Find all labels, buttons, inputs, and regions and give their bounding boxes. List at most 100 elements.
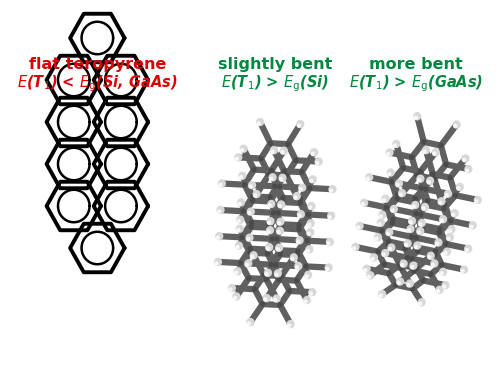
Circle shape bbox=[306, 213, 310, 217]
Circle shape bbox=[280, 226, 283, 230]
Circle shape bbox=[266, 247, 270, 250]
Circle shape bbox=[390, 221, 394, 225]
Circle shape bbox=[291, 257, 294, 261]
Circle shape bbox=[442, 207, 446, 210]
Circle shape bbox=[276, 244, 282, 251]
Circle shape bbox=[444, 252, 447, 255]
Circle shape bbox=[419, 186, 423, 190]
Text: $\mathit{E}$(T$_1$) > $\mathit{E}_\mathrm{g}$(GaAs): $\mathit{E}$(T$_1$) > $\mathit{E}_\mathr… bbox=[349, 74, 484, 94]
Circle shape bbox=[325, 264, 332, 271]
Circle shape bbox=[396, 193, 400, 197]
Circle shape bbox=[440, 263, 444, 267]
Circle shape bbox=[246, 234, 253, 241]
Circle shape bbox=[297, 223, 301, 227]
Circle shape bbox=[257, 122, 260, 125]
Circle shape bbox=[352, 247, 356, 250]
Circle shape bbox=[307, 229, 314, 236]
Circle shape bbox=[393, 141, 400, 148]
Circle shape bbox=[278, 252, 282, 256]
Circle shape bbox=[419, 213, 422, 217]
Circle shape bbox=[215, 262, 218, 265]
Circle shape bbox=[433, 252, 437, 256]
Circle shape bbox=[395, 197, 399, 201]
Circle shape bbox=[407, 225, 414, 232]
Circle shape bbox=[366, 177, 370, 180]
Circle shape bbox=[284, 173, 288, 177]
Circle shape bbox=[237, 216, 244, 223]
Circle shape bbox=[246, 238, 250, 241]
Circle shape bbox=[311, 152, 314, 155]
Circle shape bbox=[248, 211, 251, 215]
Circle shape bbox=[386, 152, 390, 156]
Circle shape bbox=[382, 253, 386, 256]
Circle shape bbox=[438, 198, 445, 205]
Circle shape bbox=[294, 193, 300, 200]
Circle shape bbox=[396, 180, 402, 187]
Circle shape bbox=[217, 207, 224, 214]
Circle shape bbox=[390, 206, 398, 213]
Circle shape bbox=[298, 201, 302, 205]
Circle shape bbox=[390, 180, 394, 184]
Circle shape bbox=[252, 287, 256, 291]
Circle shape bbox=[426, 177, 434, 184]
Circle shape bbox=[431, 260, 438, 267]
Circle shape bbox=[361, 203, 364, 206]
Circle shape bbox=[277, 278, 281, 282]
Circle shape bbox=[386, 232, 390, 235]
Circle shape bbox=[281, 196, 285, 200]
Circle shape bbox=[278, 201, 284, 208]
Circle shape bbox=[410, 155, 414, 159]
Circle shape bbox=[249, 185, 252, 188]
Circle shape bbox=[470, 222, 476, 229]
Circle shape bbox=[310, 149, 318, 156]
Circle shape bbox=[228, 284, 235, 292]
Circle shape bbox=[388, 169, 394, 176]
Circle shape bbox=[300, 170, 304, 174]
Circle shape bbox=[276, 248, 279, 251]
Circle shape bbox=[278, 303, 282, 307]
Circle shape bbox=[452, 213, 454, 216]
Circle shape bbox=[382, 199, 386, 202]
Circle shape bbox=[371, 257, 374, 261]
Circle shape bbox=[240, 149, 244, 152]
Circle shape bbox=[270, 237, 274, 241]
Circle shape bbox=[434, 249, 438, 254]
Circle shape bbox=[299, 184, 306, 191]
Circle shape bbox=[432, 263, 434, 266]
Circle shape bbox=[374, 234, 382, 241]
Circle shape bbox=[386, 243, 390, 247]
Circle shape bbox=[408, 224, 412, 228]
Circle shape bbox=[361, 199, 368, 206]
Circle shape bbox=[433, 152, 436, 155]
Circle shape bbox=[400, 266, 404, 270]
Circle shape bbox=[410, 266, 414, 269]
Circle shape bbox=[417, 175, 424, 182]
Circle shape bbox=[304, 300, 307, 303]
Circle shape bbox=[356, 223, 363, 230]
Circle shape bbox=[475, 200, 478, 203]
Circle shape bbox=[240, 235, 244, 239]
Circle shape bbox=[286, 142, 290, 146]
Circle shape bbox=[310, 292, 312, 295]
Circle shape bbox=[290, 254, 297, 261]
Circle shape bbox=[298, 197, 302, 201]
Circle shape bbox=[275, 237, 279, 241]
Circle shape bbox=[410, 262, 417, 269]
Circle shape bbox=[410, 257, 414, 261]
Circle shape bbox=[444, 242, 448, 246]
Circle shape bbox=[274, 295, 280, 302]
Circle shape bbox=[386, 149, 393, 156]
Circle shape bbox=[248, 247, 252, 251]
Circle shape bbox=[310, 176, 316, 183]
Circle shape bbox=[418, 220, 425, 227]
Circle shape bbox=[270, 169, 274, 173]
Circle shape bbox=[457, 187, 460, 190]
Circle shape bbox=[440, 216, 446, 223]
Circle shape bbox=[262, 273, 266, 277]
Circle shape bbox=[306, 246, 313, 253]
Circle shape bbox=[328, 212, 334, 219]
Circle shape bbox=[287, 321, 294, 328]
Circle shape bbox=[387, 271, 391, 275]
Circle shape bbox=[236, 225, 243, 232]
Circle shape bbox=[394, 283, 398, 287]
